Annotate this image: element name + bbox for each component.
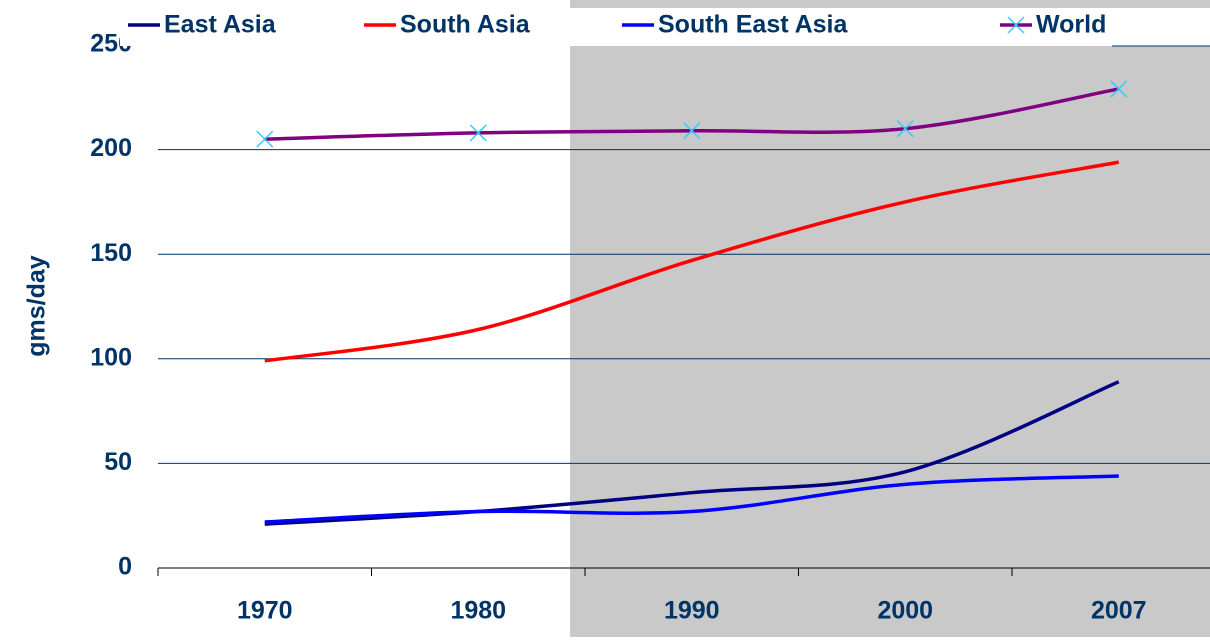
legend-label: East Asia [164,11,277,39]
y-tick-label: 50 [104,448,132,476]
x-tick-label: 1990 [664,597,720,625]
x-tick-label: 2007 [1091,597,1147,625]
y-tick-label: 0 [118,553,132,581]
y-axis-label: gms/day [23,255,51,357]
x-tick-label: 1970 [237,597,293,625]
y-tick-label: 200 [90,134,132,162]
y-tick-label: 100 [90,343,132,371]
chart: gms/day 05010015020025019701980199020002… [0,0,1210,637]
y-tick-label: 150 [90,239,132,267]
photo-background [570,0,1210,637]
x-tick-label: 1980 [450,597,506,625]
x-tick-label: 2000 [877,597,933,625]
legend-label: South Asia [400,11,531,39]
legend-label: South East Asia [658,11,848,39]
legend-label: World [1036,11,1106,39]
